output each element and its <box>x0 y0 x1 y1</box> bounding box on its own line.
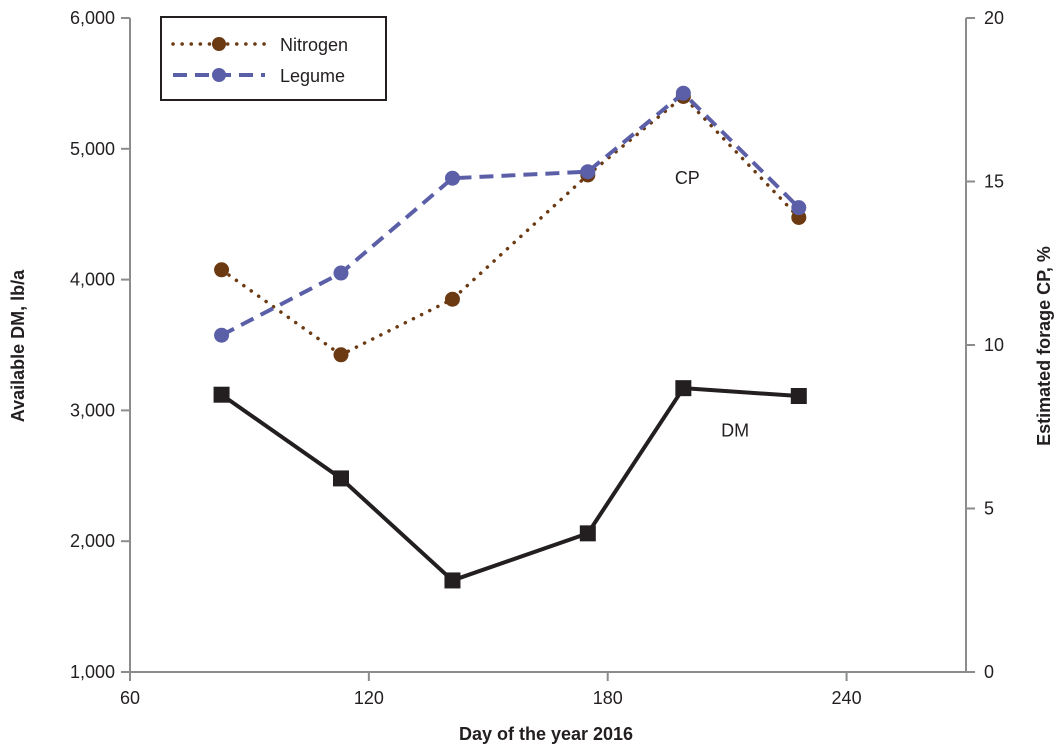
series-legume <box>214 85 807 343</box>
x-tick-label: 240 <box>832 688 862 708</box>
legend-swatch-marker-legume <box>212 68 226 82</box>
x-tick-label: 180 <box>593 688 623 708</box>
series-line-dm <box>220 386 799 583</box>
y-axis-title: Available DM, lb/a <box>8 269 28 422</box>
y-tick-label: 2,000 <box>70 531 115 551</box>
y2-tick-label: 15 <box>984 172 1004 192</box>
legend-swatch-marker-nitrogen <box>212 37 226 51</box>
series-dm <box>213 380 807 589</box>
data-point-legume <box>333 265 349 281</box>
y2-tick-label: 0 <box>984 662 994 682</box>
data-point-nitrogen <box>333 347 349 363</box>
data-point-nitrogen <box>214 262 230 278</box>
data-point-dm <box>444 572 461 589</box>
y2-tick-label: 5 <box>984 499 994 519</box>
y-tick-label: 3,000 <box>70 400 115 420</box>
y2-axis-title: Estimated forage CP, % <box>1034 246 1054 446</box>
series-layer <box>213 85 807 589</box>
data-point-dm <box>332 470 349 487</box>
data-point-legume <box>214 327 230 343</box>
x-tick-label: 60 <box>120 688 140 708</box>
x-axis-title: Day of the year 2016 <box>459 724 633 744</box>
annotation-cp: CP <box>675 168 700 188</box>
legend-label-nitrogen: Nitrogen <box>280 35 348 55</box>
annotation-dm: DM <box>721 421 749 441</box>
data-point-legume <box>675 85 691 101</box>
data-point-nitrogen <box>444 291 460 307</box>
y2-tick-label: 20 <box>984 8 1004 28</box>
data-point-dm <box>790 388 807 405</box>
x-tick-label: 120 <box>354 688 384 708</box>
axes: 1,000 2,000 3,000 4,000 5,000 6,000 0 5 10 15 20 60… <box>70 8 1004 708</box>
legend-box <box>160 16 387 101</box>
series-line-nitrogen <box>219 94 801 357</box>
series-nitrogen <box>214 88 807 363</box>
y-tick-label: 4,000 <box>70 270 115 290</box>
data-point-dm <box>675 380 692 397</box>
y-tick-label: 6,000 <box>70 8 115 28</box>
legend: Nitrogen Legume <box>160 16 387 101</box>
y2-tick-label: 10 <box>984 335 1004 355</box>
data-point-legume <box>444 170 460 186</box>
data-point-legume <box>791 200 807 216</box>
y-tick-label: 1,000 <box>70 662 115 682</box>
data-point-legume <box>580 164 596 180</box>
series-line-legume <box>220 91 801 337</box>
y-tick-label: 5,000 <box>70 139 115 159</box>
data-point-dm <box>213 386 230 403</box>
legend-label-legume: Legume <box>280 66 345 86</box>
data-point-dm <box>579 525 596 542</box>
